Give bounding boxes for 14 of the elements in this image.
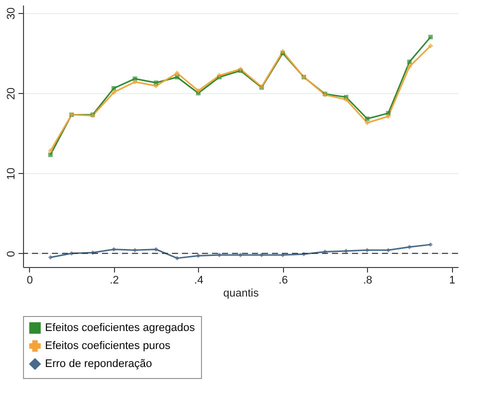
x-tick-label: .8 xyxy=(363,274,372,286)
x-tick-label: 0 xyxy=(26,274,33,286)
y-tick-label: 20 xyxy=(6,88,18,100)
x-tick-label: .4 xyxy=(194,274,204,286)
x-tick-label: .2 xyxy=(110,274,119,286)
legend-label: Efeitos coeficientes puros xyxy=(45,340,171,352)
y-tick-label: 0 xyxy=(6,250,18,257)
y-tick-label: 10 xyxy=(6,168,18,180)
y-tick-label: 30 xyxy=(6,7,18,20)
x-tick-label: .6 xyxy=(278,274,288,286)
x-tick-label: 1 xyxy=(449,274,456,286)
legend-label: Efeitos coeficientes agregados xyxy=(45,322,196,334)
x-axis-title: quantis xyxy=(223,288,260,300)
legend-label: Erro de reponderação xyxy=(45,358,152,370)
